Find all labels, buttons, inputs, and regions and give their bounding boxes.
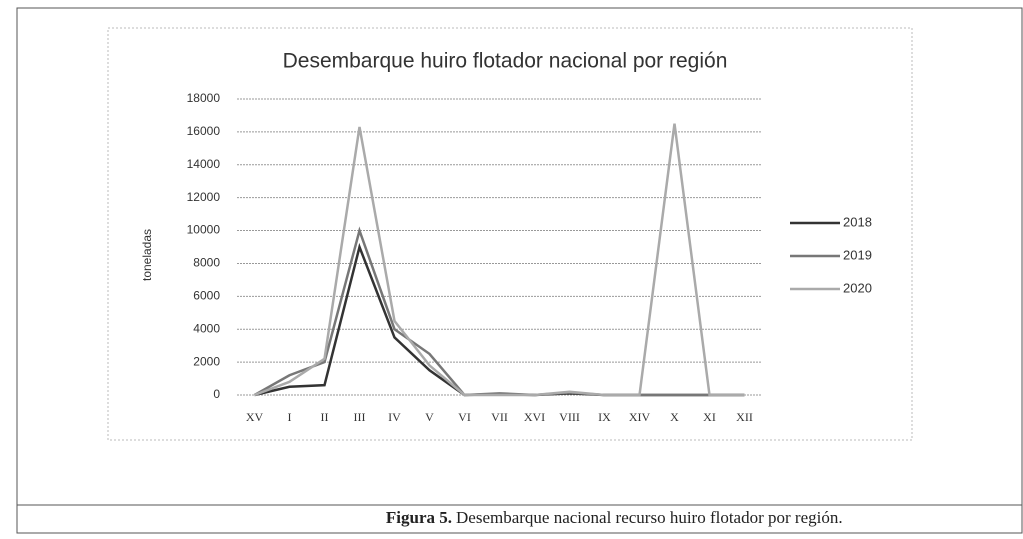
x-tick-label: III bbox=[354, 410, 366, 424]
y-tick-label: 2000 bbox=[193, 354, 220, 368]
caption-text: Desembarque nacional recurso huiro flota… bbox=[456, 508, 843, 527]
x-tick-label: I bbox=[288, 410, 292, 424]
x-tick-label: XI bbox=[703, 410, 716, 424]
legend-label: 2020 bbox=[843, 280, 872, 295]
outer-frame bbox=[16, 7, 1023, 534]
y-tick-label: 16000 bbox=[187, 124, 221, 138]
series-line bbox=[253, 226, 745, 397]
series-line bbox=[254, 242, 745, 397]
series-line bbox=[254, 123, 745, 397]
x-tick-label: II bbox=[321, 410, 329, 424]
y-tick-label: 18000 bbox=[187, 91, 221, 105]
x-tick-label: IV bbox=[388, 410, 401, 424]
legend-label: 2018 bbox=[843, 214, 872, 229]
chart-title: Desembarque huiro flotador nacional por … bbox=[283, 50, 728, 73]
y-axis-label: toneladas bbox=[140, 229, 154, 281]
caption-label: Figura 5. bbox=[386, 508, 452, 527]
x-tick-label: VIII bbox=[559, 410, 580, 424]
y-tick-label: 8000 bbox=[193, 256, 220, 270]
legend-label: 2019 bbox=[843, 247, 872, 262]
x-tick-label: X bbox=[670, 410, 679, 424]
x-tick-label: XII bbox=[736, 410, 753, 424]
y-tick-label: 6000 bbox=[193, 289, 220, 303]
x-tick-label: XVI bbox=[524, 410, 545, 424]
x-tick-label: XIV bbox=[629, 410, 651, 424]
x-tick-label: XV bbox=[246, 410, 264, 424]
x-tick-label: V bbox=[425, 410, 434, 424]
y-tick-label: 14000 bbox=[187, 157, 221, 171]
y-tick-label: 12000 bbox=[187, 190, 221, 204]
y-tick-label: 4000 bbox=[193, 321, 220, 335]
y-tick-label: 10000 bbox=[187, 223, 221, 237]
y-tick-label: 0 bbox=[213, 387, 220, 401]
x-tick-label: VI bbox=[458, 410, 471, 424]
x-tick-label: VII bbox=[491, 410, 508, 424]
chart-frame bbox=[107, 27, 913, 441]
x-tick-label: IX bbox=[598, 410, 611, 424]
